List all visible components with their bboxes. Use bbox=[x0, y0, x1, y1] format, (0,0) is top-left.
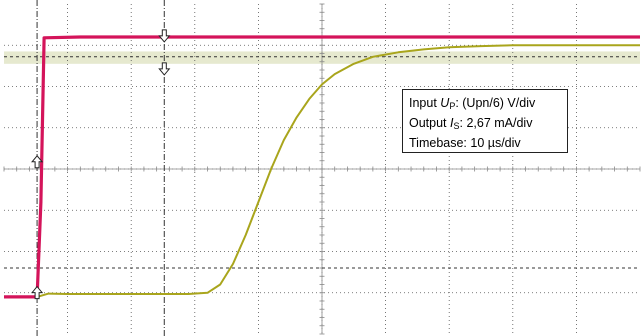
series-line-1 bbox=[4, 35, 640, 299]
annotation-input-scale: Input UP: (Upn/6) V/div bbox=[409, 95, 561, 115]
marker-arrow-down bbox=[158, 29, 171, 43]
reference-lines bbox=[4, 56, 640, 269]
marker-arrow-up bbox=[31, 285, 44, 300]
annotation-text: Input bbox=[409, 96, 441, 110]
annotation-text: : (Upn/6) V/div bbox=[455, 96, 536, 110]
annotation-text: Output bbox=[409, 116, 450, 130]
annotation-timebase: Timebase: 10 µs/div bbox=[409, 136, 521, 150]
scale-annotation-box: Input UP: (Upn/6) V/div Output IS: 2,67 … bbox=[402, 89, 568, 153]
series-traces bbox=[4, 35, 640, 299]
marker-arrow-down bbox=[158, 62, 171, 76]
series-line-2 bbox=[36, 44, 640, 298]
annotation-subscript: S bbox=[453, 121, 460, 131]
annotation-output-scale: Output IS: 2,67 mA/div bbox=[409, 115, 561, 135]
cursor-lines bbox=[36, 0, 165, 336]
annotation-symbol: U bbox=[440, 96, 450, 110]
annotation-subscript: P bbox=[449, 101, 456, 111]
annotation-text: : 2,67 mA/div bbox=[459, 116, 533, 130]
marker-arrow-up bbox=[31, 155, 44, 169]
grid bbox=[3, 3, 641, 335]
trigger-markers bbox=[31, 29, 171, 300]
annotation-symbol: I bbox=[450, 116, 454, 130]
